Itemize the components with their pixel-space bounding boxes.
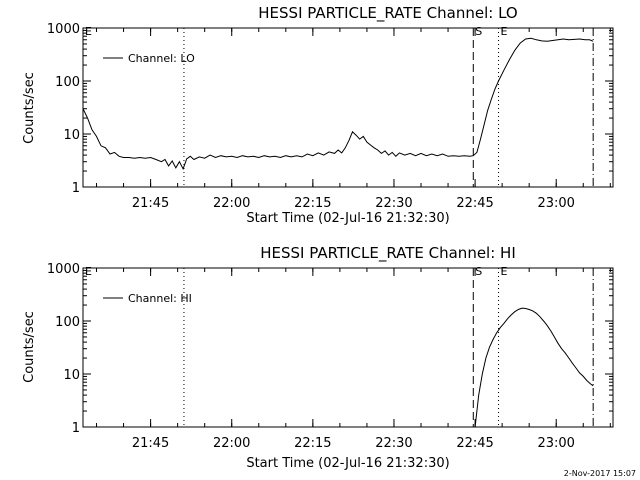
lo-x-tick-label: 21:45 (132, 196, 169, 211)
lo-x-tick-label: 22:00 (213, 196, 250, 211)
hi-marker-label: E (501, 265, 508, 278)
hi-x-tick-label: 21:45 (132, 436, 169, 451)
lo-marker-label: S (475, 25, 482, 38)
lo-x-axis-label: Start Time (02-Jul-16 21:32:30) (246, 211, 449, 226)
lo-series-line (82, 37, 594, 171)
hi-x-tick-label: 23:00 (537, 436, 574, 451)
hi-marker-label: S (475, 265, 482, 278)
lo-marker-label: E (85, 25, 92, 38)
lo-y-tick-label: 1000 (47, 22, 80, 37)
hi-y-axis-label: Counts/sec (22, 311, 37, 383)
lo-x-tick-label: 22:45 (456, 196, 493, 211)
hi-x-tick-label: 22:00 (213, 436, 250, 451)
generated-timestamp: 2-Nov-2017 15:07 (564, 469, 636, 478)
lo-channel-plot: HESSI PARTICLE_RATE Channel: LO Start Ti… (22, 4, 614, 226)
hi-marker-label: E (85, 265, 92, 278)
hi-y-tick-label: 1000 (47, 262, 80, 277)
lo-plot-title: HESSI PARTICLE_RATE Channel: LO (258, 4, 517, 23)
lo-x-tick-label: 22:30 (375, 196, 412, 211)
hi-series-line (474, 307, 594, 428)
hi-x-tick-label: 22:15 (294, 436, 331, 451)
hi-y-tick-label: 100 (55, 315, 80, 330)
hi-x-tick-label: 22:45 (456, 436, 493, 451)
lo-legend-label: Channel: LO (128, 52, 195, 65)
hi-x-tick-label: 22:30 (375, 436, 412, 451)
lo-y-tick-label: 10 (63, 128, 80, 143)
lo-y-axis-label: Counts/sec (22, 72, 37, 144)
hi-y-tick-label: 1 (72, 421, 80, 436)
lo-marker-label: E (501, 25, 508, 38)
hi-x-axis-label: Start Time (02-Jul-16 21:32:30) (246, 456, 449, 471)
hi-y-tick-label: 10 (63, 368, 80, 383)
lo-x-tick-label: 23:00 (537, 196, 574, 211)
hi-channel-plot: HESSI PARTICLE_RATE Channel: HI Start Ti… (22, 244, 614, 471)
lo-y-tick-label: 100 (55, 75, 80, 90)
hi-plot-title: HESSI PARTICLE_RATE Channel: HI (260, 244, 516, 263)
lo-x-tick-label: 22:15 (294, 196, 331, 211)
lo-y-tick-label: 1 (72, 181, 80, 196)
hi-legend-label: Channel: HI (128, 292, 192, 305)
